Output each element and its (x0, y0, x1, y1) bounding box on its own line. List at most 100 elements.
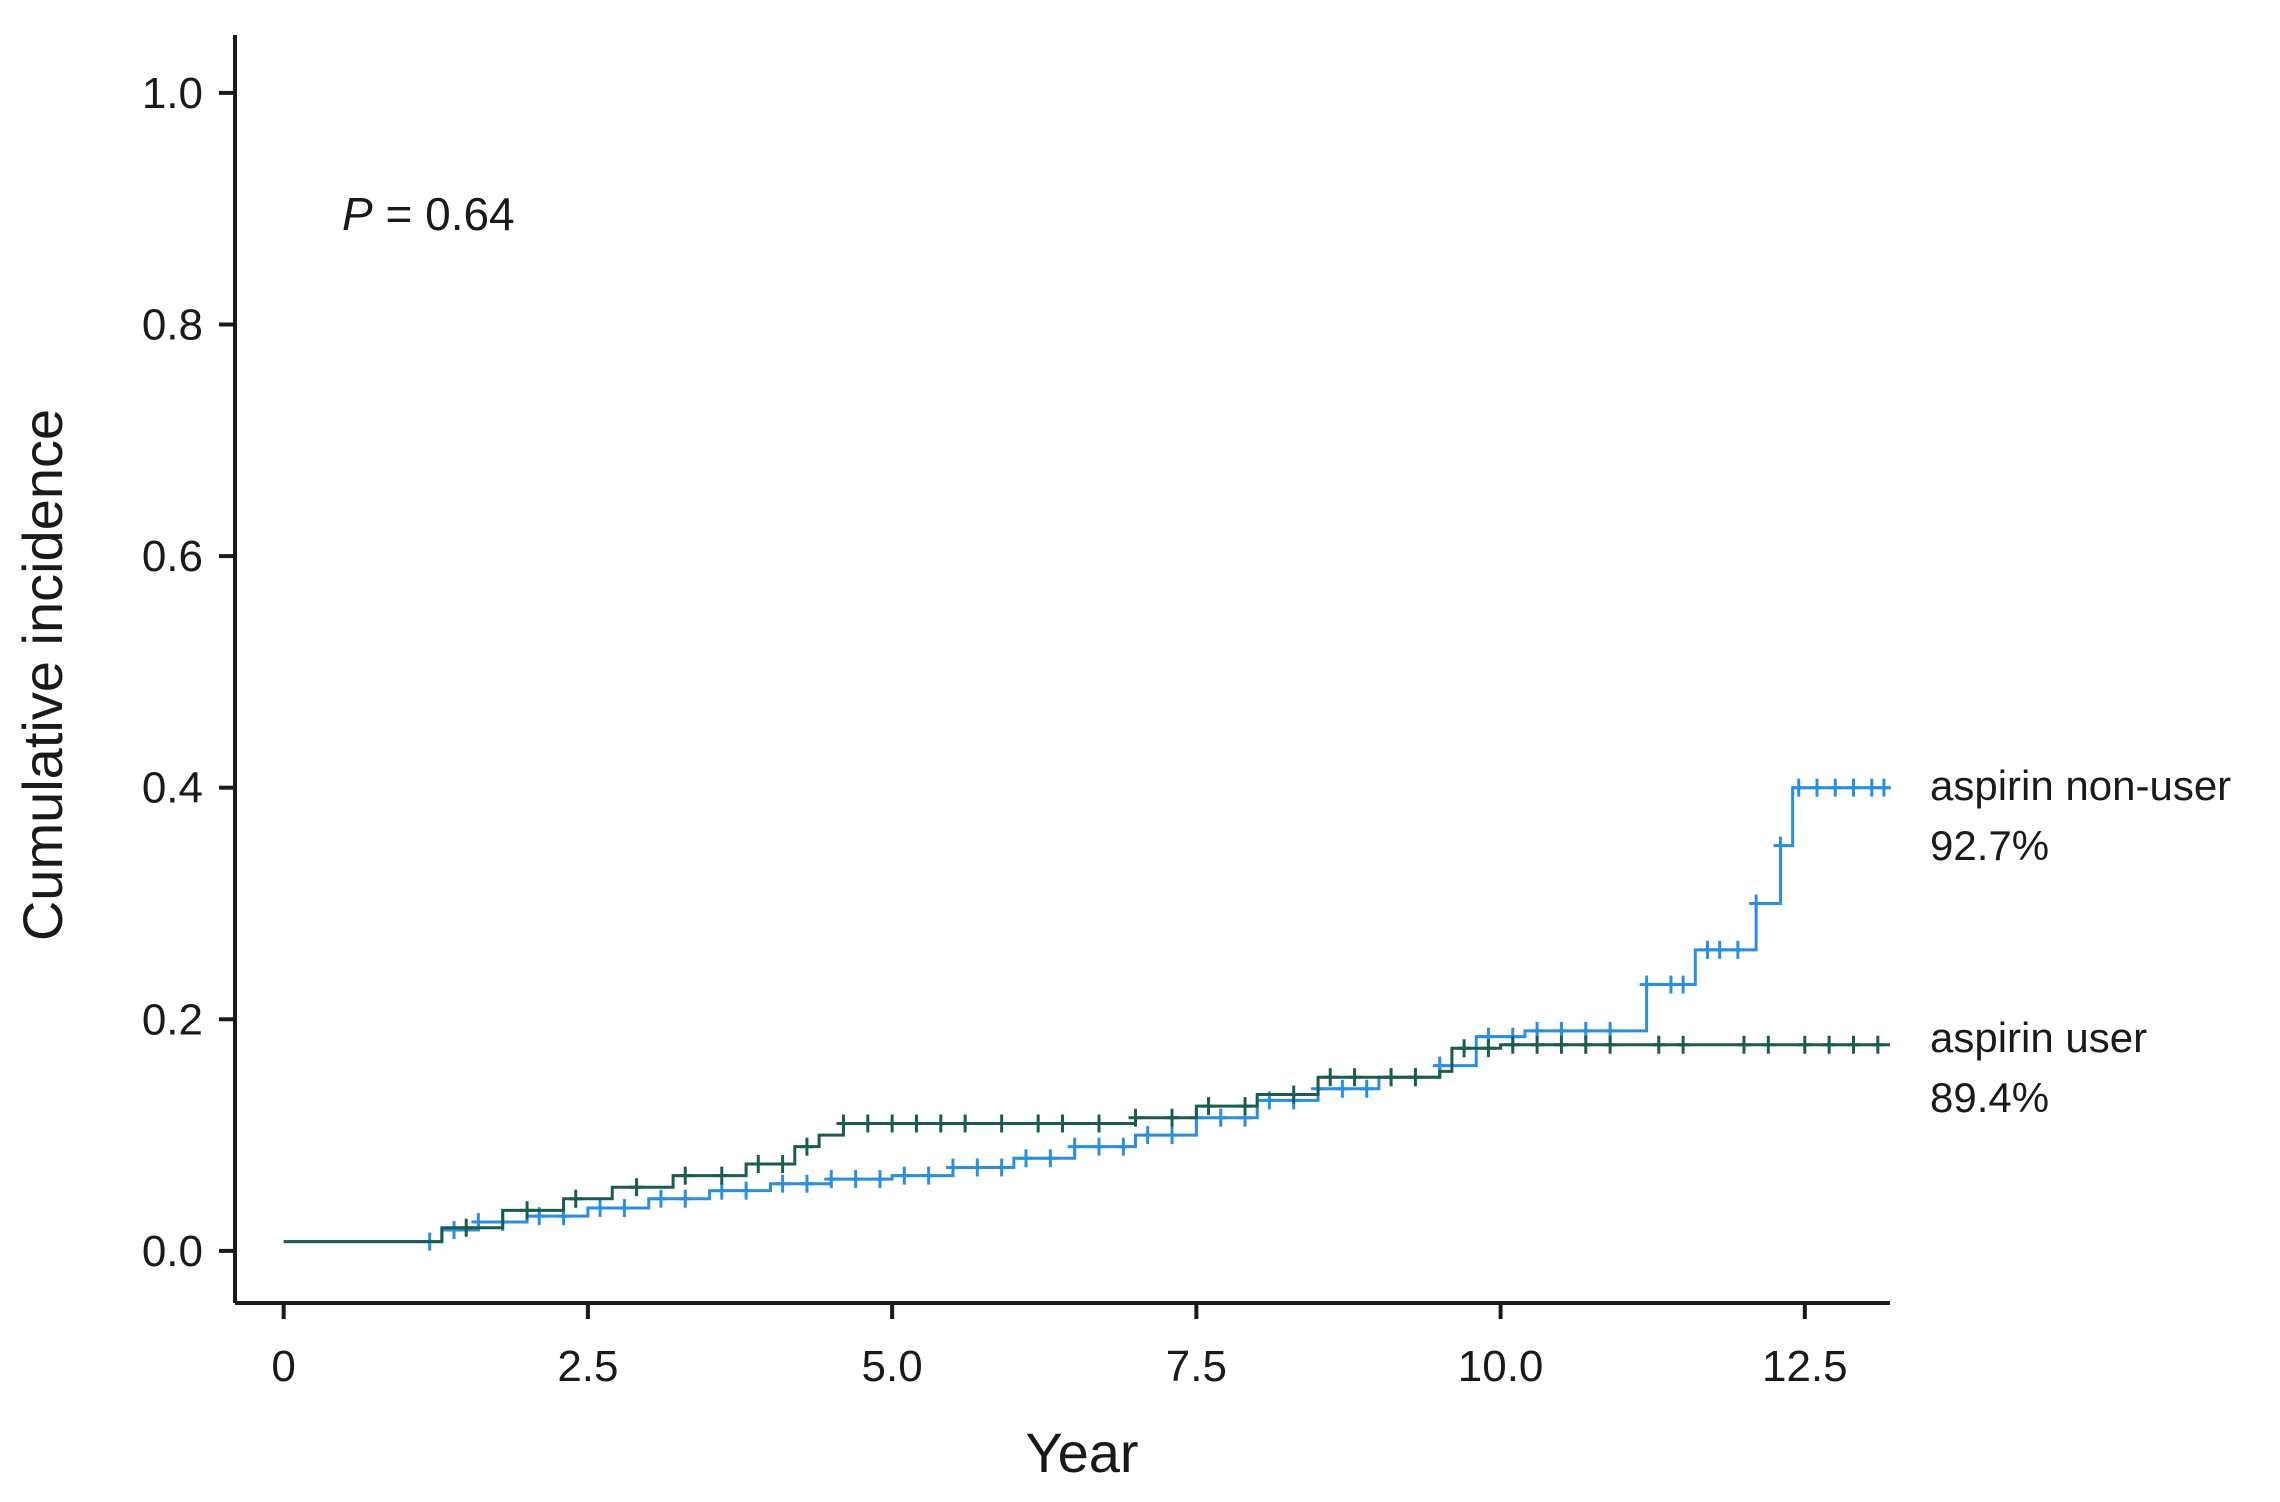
censor-mark-user (1651, 1035, 1666, 1054)
x-tick-label: 12.5 (1762, 1342, 1848, 1391)
censor-mark-user (1505, 1035, 1520, 1054)
censor-mark-nonuser (1828, 778, 1843, 797)
censor-mark-user (1092, 1114, 1107, 1133)
censor-mark-user (1201, 1097, 1216, 1116)
y-tick-label: 0.2 (142, 995, 203, 1044)
censor-mark-nonuser (1092, 1137, 1107, 1156)
censor-mark-user (1286, 1085, 1301, 1104)
x-tick-label: 10.0 (1458, 1342, 1544, 1391)
censor-mark-user (1457, 1039, 1472, 1058)
censor-mark-nonuser (678, 1189, 693, 1208)
censor-mark-nonuser (1730, 940, 1745, 959)
censor-mark-user (1384, 1068, 1399, 1087)
censor-mark-user (520, 1201, 535, 1220)
censor-mark-nonuser (1043, 1149, 1058, 1168)
censor-mark-nonuser (945, 1158, 960, 1177)
censor-mark-user (678, 1166, 693, 1185)
censor-mark-user (1676, 1035, 1691, 1054)
censor-mark-nonuser (921, 1166, 936, 1185)
censor-mark-user (1797, 1035, 1812, 1054)
censor-mark-user (1530, 1035, 1545, 1054)
legend-user-label: aspirin user (1930, 1014, 2147, 1061)
legend-user-percent: 89.4% (1930, 1074, 2049, 1121)
censor-mark-user (1870, 1035, 1885, 1054)
censor-mark-nonuser (1018, 1149, 1033, 1168)
censor-mark-user (885, 1114, 900, 1133)
censor-mark-nonuser (1213, 1108, 1228, 1127)
censor-mark-nonuser (848, 1170, 863, 1189)
censor-mark-user (1481, 1039, 1496, 1058)
legend-nonuser-percent: 92.7% (1930, 822, 2049, 869)
censor-mark-user (775, 1155, 790, 1174)
legend-nonuser-label: aspirin non-user (1930, 762, 2231, 809)
censor-mark-nonuser (775, 1174, 790, 1193)
censor-mark-user (799, 1137, 814, 1156)
x-tick-label: 7.5 (1166, 1342, 1227, 1391)
censor-mark-nonuser (1809, 778, 1824, 797)
censor-mark-nonuser (1749, 894, 1764, 913)
censor-mark-user (933, 1114, 948, 1133)
censor-mark-nonuser (447, 1221, 462, 1240)
censor-mark-nonuser (1712, 940, 1727, 959)
censor-mark-user (629, 1178, 644, 1197)
censor-mark-nonuser (739, 1181, 754, 1200)
censor-mark-user (1761, 1035, 1776, 1054)
censor-mark-nonuser (1165, 1126, 1180, 1145)
series-layer (283, 778, 1891, 1251)
p-value-text: = 0.64 (373, 188, 515, 240)
censor-mark-user (459, 1218, 474, 1237)
y-axis-title: Cumulative incidence (11, 409, 74, 941)
censor-mark-user (568, 1189, 583, 1208)
censor-mark-nonuser (1663, 975, 1678, 994)
censor-mark-nonuser (1359, 1079, 1374, 1098)
censor-mark-nonuser (1876, 778, 1891, 797)
censor-mark-nonuser (1700, 940, 1715, 959)
y-tick-label: 0.4 (142, 764, 203, 813)
censor-mark-nonuser (1676, 975, 1691, 994)
censor-mark-nonuser (1773, 836, 1788, 855)
censor-mark-user (1408, 1068, 1423, 1087)
censor-mark-user (836, 1114, 851, 1133)
censor-mark-nonuser (593, 1199, 608, 1218)
censor-mark-user (994, 1114, 1009, 1133)
y-tick-label: 1.0 (142, 69, 203, 118)
censor-mark-nonuser (1639, 975, 1654, 994)
censor-mark-user (1603, 1035, 1618, 1054)
censor-mark-user (1822, 1035, 1837, 1054)
censor-mark-user (1128, 1108, 1143, 1127)
y-tick-label: 0.6 (142, 532, 203, 581)
axes: 0.0 0.2 0.4 0.6 0.8 1.0 0 2.5 5.0 7.5 10.0 12.5 (142, 35, 1890, 1391)
censor-mark-user (714, 1166, 729, 1185)
censor-mark-nonuser (1116, 1137, 1131, 1156)
censor-mark-nonuser (994, 1158, 1009, 1177)
series-line-nonuser (283, 786, 1890, 1244)
y-tick-label: 0.0 (142, 1227, 203, 1276)
y-tick-label: 0.8 (142, 300, 203, 349)
censor-mark-user (1323, 1068, 1338, 1087)
censor-mark-user (1846, 1035, 1861, 1054)
x-axis-title: Year (1025, 1421, 1138, 1484)
censor-mark-nonuser (617, 1199, 632, 1218)
censor-mark-user (958, 1114, 973, 1133)
censor-mark-user (1165, 1108, 1180, 1127)
censor-mark-user (1347, 1068, 1362, 1087)
censor-mark-nonuser (1791, 778, 1806, 797)
censor-mark-user (1055, 1114, 1070, 1133)
censor-mark-nonuser (970, 1158, 985, 1177)
p-value-annotation: P = 0.64 (342, 188, 515, 240)
censor-mark-user (860, 1114, 875, 1133)
censor-mark-user (1736, 1035, 1751, 1054)
x-tick-label: 0 (271, 1342, 295, 1391)
censor-mark-user (1031, 1114, 1046, 1133)
censor-mark-user (1238, 1097, 1253, 1116)
x-tick-label: 5.0 (862, 1342, 923, 1391)
censor-mark-nonuser (653, 1189, 668, 1208)
censor-mark-nonuser (872, 1170, 887, 1189)
censor-mark-nonuser (824, 1170, 839, 1189)
censor-mark-nonuser (1067, 1137, 1082, 1156)
x-tick-label: 2.5 (557, 1342, 618, 1391)
censor-mark-user (909, 1114, 924, 1133)
censor-mark-nonuser (799, 1174, 814, 1193)
censor-mark-nonuser (897, 1166, 912, 1185)
